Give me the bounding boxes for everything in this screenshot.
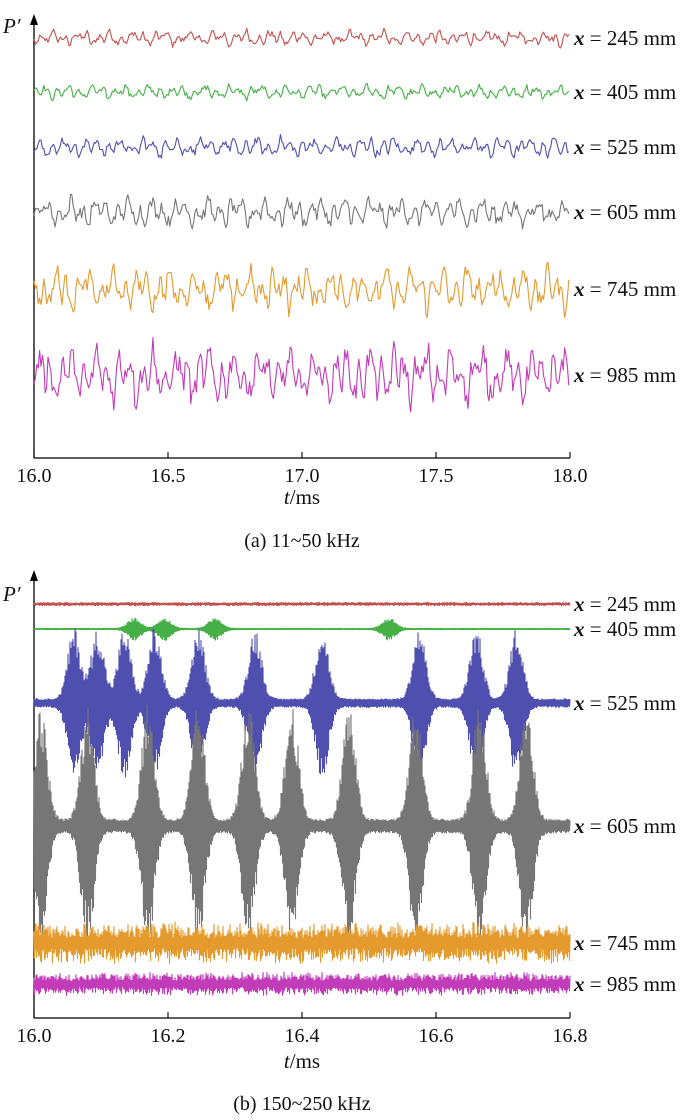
- x-tick-label: 16.6: [419, 1025, 454, 1047]
- panel-b-x-ticks: 16.0 16.2 16.4 16.6 16.8: [17, 1012, 588, 1047]
- series-label: x = 605 mm: [573, 200, 676, 224]
- panel-b-series-labels: x = 245 mmx = 405 mmx = 525 mmx = 605 mm…: [573, 592, 676, 996]
- series-label-var: x: [573, 80, 585, 104]
- panel-b-x-label-unit: /ms: [290, 1049, 320, 1073]
- series-label-var: x: [573, 200, 585, 224]
- series-label-rest: = 405 mm: [585, 617, 677, 641]
- series-label-rest: = 525 mm: [585, 135, 677, 159]
- series-label: x = 405 mm: [573, 80, 676, 104]
- series-label-var: x: [573, 592, 585, 616]
- series-label-var: x: [573, 931, 585, 955]
- panel-a-x-label: t/ms: [284, 485, 320, 509]
- series-label: x = 745 mm: [573, 931, 676, 955]
- panel-a-x-label-var: t: [284, 485, 291, 509]
- panel-b-y-axis-arrow-icon: [30, 570, 38, 581]
- trace-525mm: [33, 627, 571, 780]
- series-label-rest: = 245 mm: [585, 26, 677, 50]
- trace-605mm: [33, 193, 570, 230]
- series-label-rest: = 745 mm: [585, 277, 677, 301]
- x-tick-label: 18.0: [553, 465, 588, 487]
- panel-b-caption: (b) 150~250 kHz: [233, 1093, 371, 1115]
- trace-525mm: [33, 133, 570, 159]
- series-label-var: x: [573, 135, 585, 159]
- panel-a-series-labels: x = 245 mmx = 405 mmx = 525 mmx = 605 mm…: [573, 26, 676, 387]
- series-label-var: x: [573, 814, 585, 838]
- series-label: x = 605 mm: [573, 814, 676, 838]
- panel-b: P′ 16.0 16.2 16.4 16.6 16.8 x = 245 mmx = 40…: [2, 570, 676, 1115]
- trace-985mm: [33, 336, 570, 413]
- series-label-var: x: [573, 26, 585, 50]
- series-label-rest: = 745 mm: [585, 931, 677, 955]
- x-tick-label: 16.0: [17, 1025, 52, 1047]
- x-tick-label: 16.0: [17, 465, 52, 487]
- series-label-rest: = 605 mm: [585, 200, 677, 224]
- series-label: x = 245 mm: [573, 26, 676, 50]
- series-label: x = 525 mm: [573, 135, 676, 159]
- panel-b-x-label-var: t: [284, 1049, 291, 1073]
- series-label-rest: = 985 mm: [585, 363, 677, 387]
- series-label-var: x: [573, 691, 585, 715]
- panel-a-y-label: P′: [2, 14, 21, 38]
- panel-a-x-ticks: 16.0 16.5 17.0 17.5 18.0: [17, 452, 588, 487]
- series-label: x = 525 mm: [573, 691, 676, 715]
- series-label-rest: = 525 mm: [585, 691, 677, 715]
- trace-745mm: [33, 921, 571, 965]
- trace-405mm: [33, 82, 570, 102]
- x-tick-label: 16.4: [285, 1025, 320, 1047]
- panel-a-x-label-unit: /ms: [290, 485, 320, 509]
- x-tick-label: 16.8: [553, 1025, 588, 1047]
- series-label: x = 745 mm: [573, 277, 676, 301]
- panel-a-caption: (a) 11~50 kHz: [244, 530, 360, 552]
- panel-a-traces: [33, 27, 570, 413]
- series-label-rest: = 605 mm: [585, 814, 677, 838]
- trace-405mm: [33, 617, 571, 641]
- series-label-var: x: [573, 617, 585, 641]
- series-label: x = 405 mm: [573, 617, 676, 641]
- series-label-rest: = 245 mm: [585, 592, 677, 616]
- series-label-rest: = 985 mm: [585, 972, 677, 996]
- x-tick-label: 16.2: [151, 1025, 186, 1047]
- x-tick-label: 17.0: [285, 465, 320, 487]
- series-label-var: x: [573, 972, 585, 996]
- trace-745mm: [33, 261, 570, 319]
- trace-985mm: [33, 971, 571, 996]
- panel-b-traces: [33, 601, 571, 996]
- series-label-rest: = 405 mm: [585, 80, 677, 104]
- trace-605mm: [33, 704, 571, 946]
- series-label-var: x: [573, 363, 585, 387]
- trace-245mm: [33, 601, 571, 607]
- panel-a: P′ 16.0 16.5 17.0 17.5 18.0 x = 245 mmx = 40…: [2, 14, 676, 552]
- series-label-var: x: [573, 277, 585, 301]
- trace-245mm: [33, 27, 570, 49]
- series-label: x = 985 mm: [573, 972, 676, 996]
- series-label: x = 245 mm: [573, 592, 676, 616]
- x-tick-label: 17.5: [419, 465, 454, 487]
- x-tick-label: 16.5: [151, 465, 186, 487]
- series-label: x = 985 mm: [573, 363, 676, 387]
- panel-b-x-label: t/ms: [284, 1049, 320, 1073]
- panel-b-y-label: P′: [2, 582, 21, 606]
- panel-a-y-axis-arrow-icon: [30, 14, 38, 25]
